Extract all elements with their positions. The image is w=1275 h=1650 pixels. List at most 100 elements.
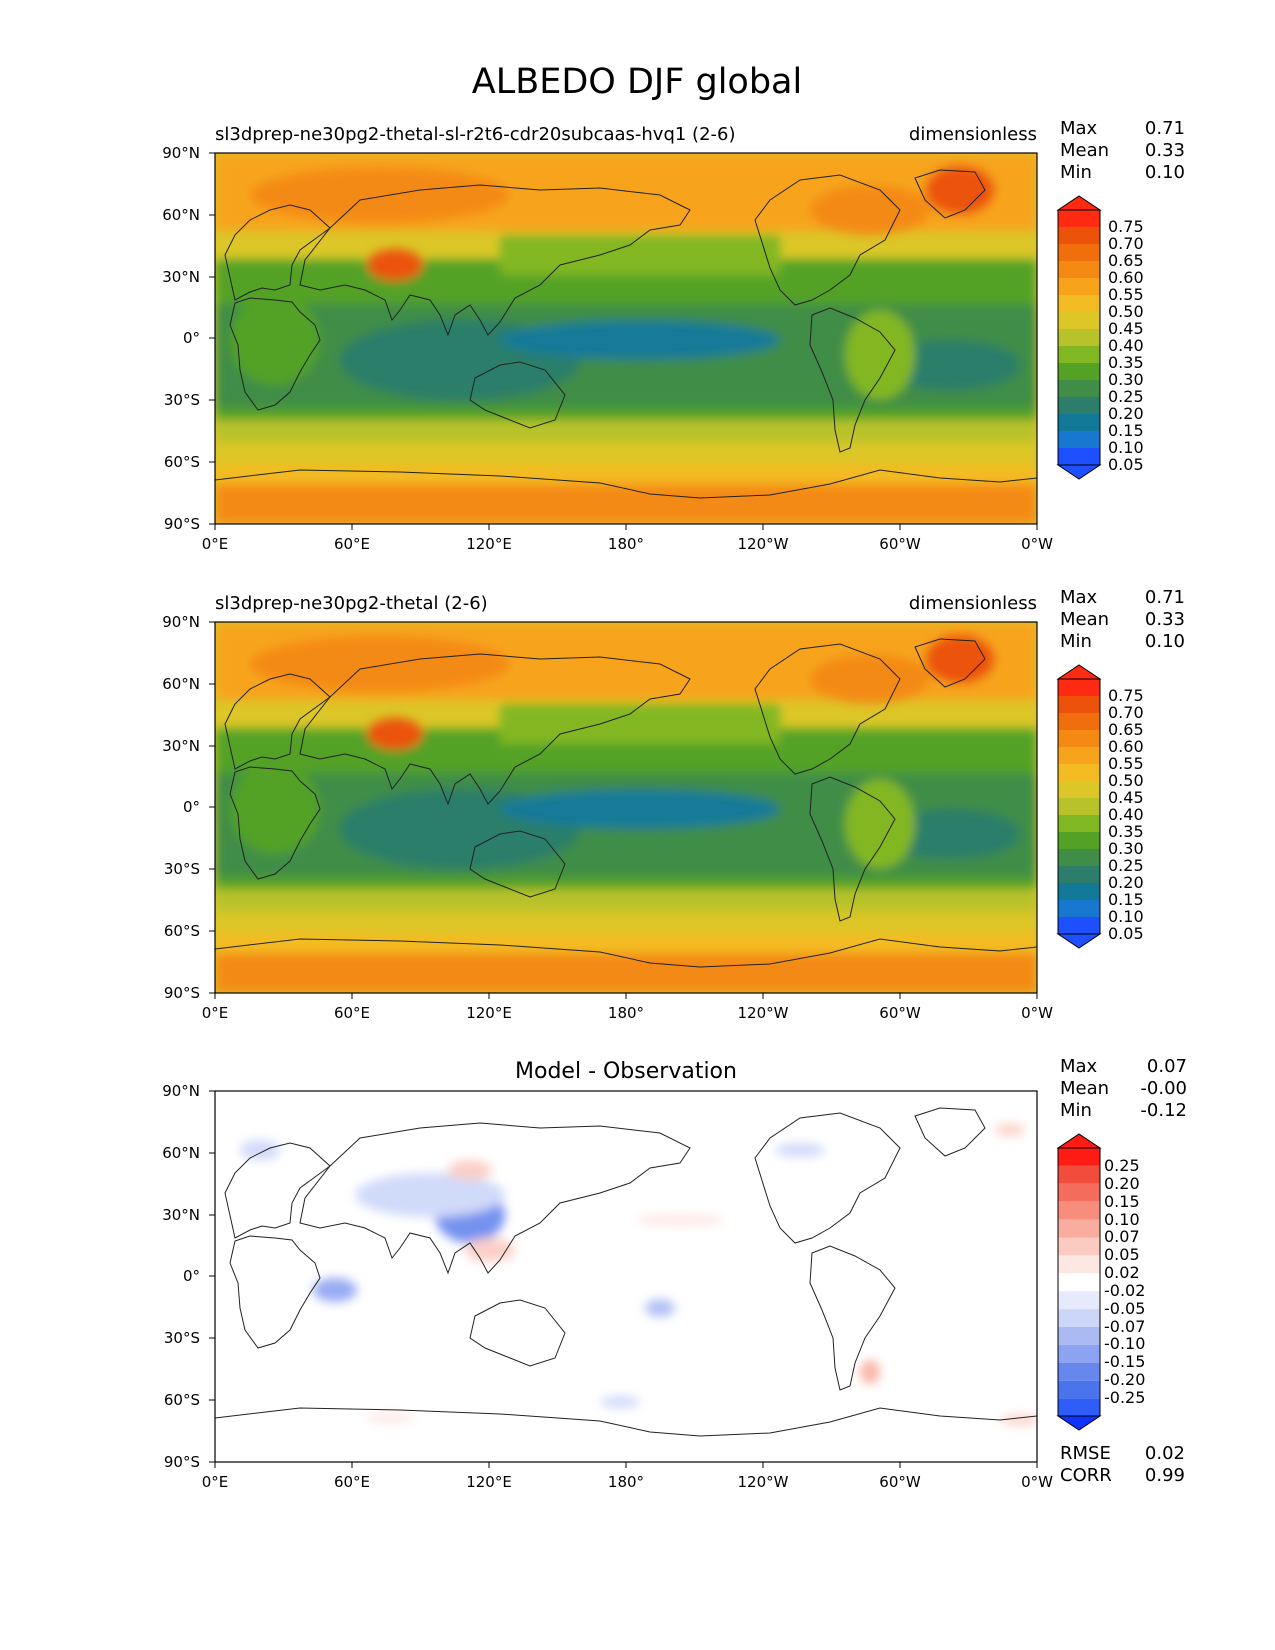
field-band [215,462,1037,484]
colorbar-label: 0.40 [1108,805,1144,824]
stat-label: Min [1060,631,1092,652]
colorbar-segment [1058,713,1100,730]
metric-label: RMSE [1060,1443,1111,1464]
metric-value: 0.02 [1145,1443,1185,1464]
colorbar-segment [1058,397,1100,414]
field-patch [367,718,423,750]
diff-patch [355,1173,505,1217]
panel-reference-axes: 0°E 60°E 120°E 180° 120°W 60°W 0°W 90°N … [162,613,1053,1022]
panel-diff: Model - Observation Max 0.07 Mean -0.00 … [162,1056,1187,1491]
stat-label: Max [1060,587,1098,608]
x-tick-label: 120°W [738,1473,789,1491]
panel-reference-colorbar: 0.75 0.70 0.65 0.60 0.55 0.50 0.45 0.40 … [1056,664,1144,949]
panel-reference: sl3dprep-ne30pg2-thetal (2-6) dimensionl… [162,587,1185,1022]
x-tick-label: 120°E [466,1004,512,1022]
y-tick-label: 30°S [164,391,200,409]
panel-diff-map [214,1090,1038,1463]
field-patch [230,295,320,385]
colorbar-segment [1058,431,1100,448]
colorbar-label: 0.35 [1108,353,1144,372]
coastline-australia [469,361,566,429]
colorbar-label: 0.45 [1108,788,1144,807]
coastline-greenland [914,638,986,688]
colorbar-label: 0.20 [1104,1174,1140,1193]
x-tick-label: 60°W [879,1473,921,1491]
coastline-antarctica [214,469,1038,499]
colorbar-label: 0.15 [1108,421,1144,440]
colorbar-label: 0.55 [1108,754,1144,773]
colorbar-segment [1058,1380,1100,1399]
colorbar-segment [1058,1344,1100,1363]
coastline-greenland [914,169,986,219]
colorbar-label: 0.07 [1104,1227,1140,1246]
y-tick-label: 0° [183,1267,200,1285]
colorbar-segment [1058,900,1100,917]
x-tick-label: 0°W [1021,535,1053,553]
colorbar-label: 0.10 [1104,1210,1140,1229]
stat-label: Mean [1060,140,1109,161]
x-tick-label: 0°E [202,1473,229,1491]
colorbar-label: 0.65 [1108,251,1144,270]
coastline-antarctica [214,938,1038,968]
field-patch [250,636,510,692]
colorbar-extend-min [1056,1415,1102,1431]
field-patch [367,249,423,281]
colorbar-label: 0.05 [1104,1245,1140,1264]
diff-patch [365,1413,415,1423]
x-tick-label: 180° [608,535,644,553]
colorbar-segment [1058,1291,1100,1310]
colorbar-label: 0.20 [1108,873,1144,892]
panel-test-stats: Max 0.71 Mean 0.33 Min 0.10 [1060,118,1185,183]
colorbar-label: -0.07 [1104,1317,1145,1336]
colorbar-frame [1057,1147,1101,1417]
field-band [500,235,780,275]
colorbar-segment [1058,414,1100,431]
stat-value: 0.71 [1145,587,1185,608]
field-patch [250,167,510,223]
colorbar-segment [1058,1183,1100,1202]
y-tick-label: 60°S [164,1391,200,1409]
colorbar-label: 0.25 [1108,856,1144,875]
diff-patch [775,1143,825,1157]
diff-patch [448,1160,492,1180]
colorbar-label: 0.15 [1104,1192,1140,1211]
colorbar-segment [1058,866,1100,883]
colorbar-extend-min [1056,933,1102,949]
x-tick-label: 120°W [738,535,789,553]
colorbar-label: 0.50 [1108,302,1144,321]
colorbar-segment [1058,1255,1100,1274]
panel-reference-map [214,621,1038,994]
colorbar-segment [1058,1201,1100,1220]
colorbar-segment [1058,380,1100,397]
panel-test-colorbar: 0.75 0.70 0.65 0.60 0.55 0.50 0.45 0.40 … [1056,195,1144,480]
panel-diff-title: Model - Observation [515,1059,737,1084]
x-tick-label: 60°E [334,535,370,553]
x-tick-label: 60°E [334,1004,370,1022]
stat-label: Mean [1060,609,1109,630]
colorbar-segment [1058,1219,1100,1238]
figure-title: ALBEDO DJF global [472,62,802,102]
stat-value: 0.33 [1145,140,1185,161]
x-tick-label: 0°W [1021,1004,1053,1022]
colorbar-label: 0.75 [1108,217,1144,236]
y-tick-label: 30°N [162,737,200,755]
y-tick-label: 90°S [164,515,200,533]
colorbar-segment [1058,1362,1100,1381]
field-patch [845,779,915,869]
colorbar-segment [1058,679,1100,696]
colorbar-label: 0.20 [1108,404,1144,423]
stat-label: Mean [1060,1078,1109,1099]
coastline-asia [299,184,691,337]
colorbar-label: 0.10 [1108,438,1144,457]
colorbar-segment [1058,244,1100,261]
colorbar-segment [1058,883,1100,900]
panel-test-axes: 0°E 60°E 120°E 180° 120°W 60°W 0°W 90°N … [162,144,1053,553]
y-tick-label: 30°S [164,860,200,878]
stat-label: Max [1060,118,1098,139]
coastline-north-america [754,1112,901,1244]
stat-value: 0.71 [1145,118,1185,139]
field-band [215,440,1037,464]
diff-patch [860,1360,880,1384]
field-band [500,704,780,744]
colorbar-segment [1058,448,1100,465]
